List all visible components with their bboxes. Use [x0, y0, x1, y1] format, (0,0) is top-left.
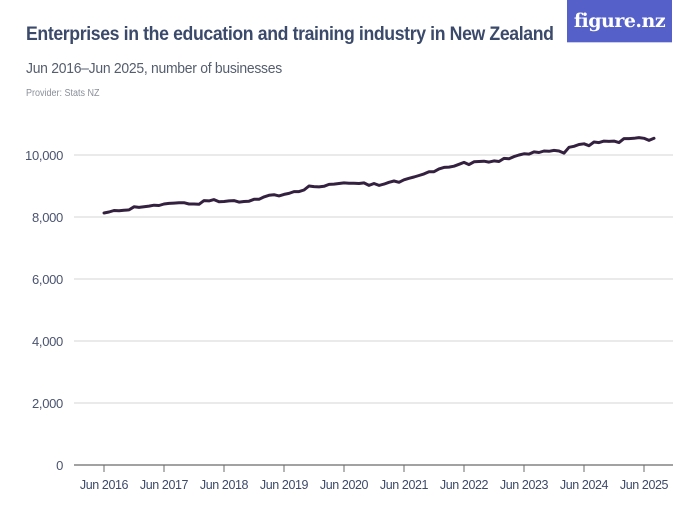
x-tick-label: Jun 2024 [560, 478, 609, 492]
logo-text: figure.nz [573, 10, 666, 32]
series-line [102, 136, 656, 215]
y-tick-label: 10,000 [25, 148, 63, 163]
x-tick-label: Jun 2022 [440, 478, 489, 492]
y-tick-label: 2,000 [32, 396, 63, 411]
x-axis: Jun 2016 Jun 2017 Jun 2018 Jun 2019 Jun 2020… [74, 464, 673, 492]
x-tick-label: Jun 2020 [320, 478, 369, 492]
y-axis-labels: 0 2,000 4,000 6,000 8,000 10,000 [25, 148, 63, 473]
data-provider: Provider: Stats NZ [26, 88, 100, 99]
x-tick-label: Jun 2016 [80, 478, 129, 492]
x-tick-label: Jun 2025 [620, 478, 669, 492]
y-tick-label: 8,000 [32, 210, 63, 225]
x-tick-label: Jun 2019 [260, 478, 309, 492]
y-tick-label: 6,000 [32, 272, 63, 287]
chart-title: Enterprises in the education and trainin… [26, 24, 554, 45]
figure-nz-logo[interactable]: figure.nz [567, 0, 672, 43]
x-tick-label: Jun 2018 [200, 478, 249, 492]
x-tick-label: Jun 2017 [140, 478, 189, 492]
y-tick-label: 4,000 [32, 334, 63, 349]
x-tick-label: Jun 2023 [500, 478, 549, 492]
x-tick-label: Jun 2021 [380, 478, 429, 492]
chart-subtitle: Jun 2016–Jun 2025, number of businesses [26, 60, 282, 77]
y-tick-label: 0 [56, 458, 63, 473]
gridlines [74, 154, 673, 404]
